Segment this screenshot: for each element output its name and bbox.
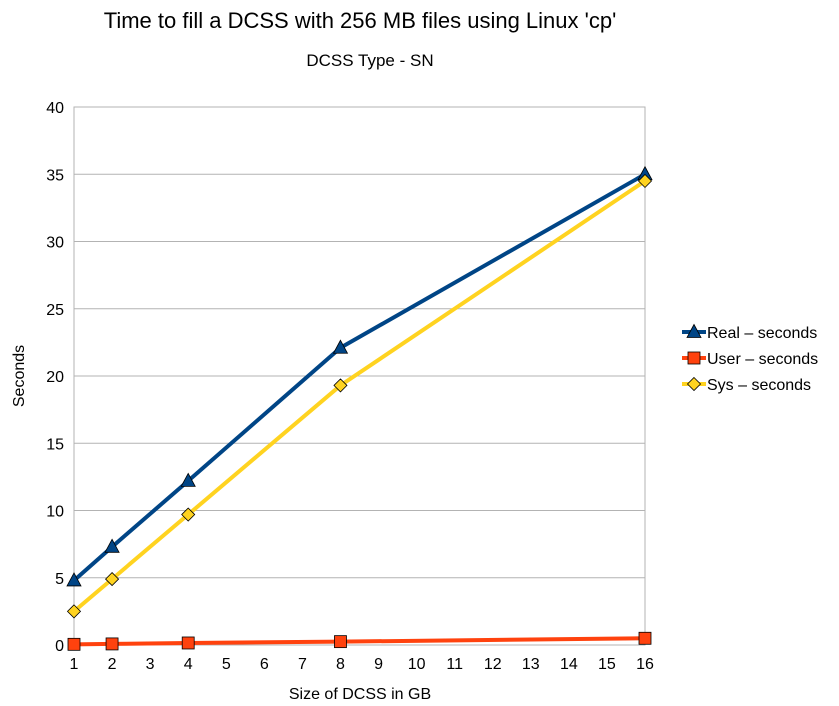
x-tick-label: 8 — [336, 656, 345, 673]
data-point-square — [105, 637, 119, 651]
x-tick-label: 14 — [560, 656, 578, 673]
data-point-square — [638, 631, 652, 645]
legend-label: Sys – seconds — [707, 377, 811, 394]
data-point-triangle — [66, 572, 82, 587]
y-tick-label: 15 — [46, 436, 64, 453]
x-axis-title: Size of DCSS in GB — [289, 686, 431, 703]
x-tick-label: 13 — [522, 656, 540, 673]
series-square — [67, 631, 652, 651]
legend-marker-diamond — [686, 376, 702, 392]
y-tick-label: 25 — [46, 302, 64, 319]
x-tick-label: 6 — [260, 656, 269, 673]
x-tick-label: 12 — [484, 656, 502, 673]
data-point-triangle — [104, 538, 120, 553]
x-tick-label: 4 — [184, 656, 193, 673]
data-point-triangle — [332, 339, 349, 354]
series-group — [66, 165, 653, 651]
legend-marker-triangle — [686, 323, 702, 338]
x-tick-label: 16 — [636, 656, 654, 673]
y-axis-tick-labels: 0 5 10 15 20 25 30 35 40 — [46, 100, 64, 655]
x-tick-label: 1 — [70, 656, 79, 673]
x-tick-label: 2 — [108, 656, 117, 673]
legend-marker-square — [687, 351, 701, 365]
x-tick-label: 10 — [408, 656, 426, 673]
series-diamond — [66, 173, 653, 619]
legend: Real – seconds User – seconds Sys – second… — [682, 323, 818, 394]
data-point-diamond — [181, 507, 196, 522]
y-tick-label: 10 — [46, 504, 64, 521]
y-tick-label: 0 — [55, 638, 64, 655]
x-tick-label: 7 — [298, 656, 307, 673]
x-tick-label: 15 — [598, 656, 616, 673]
legend-label: Real – seconds — [707, 325, 817, 342]
data-point-square — [334, 635, 347, 649]
series-triangle — [66, 165, 653, 587]
y-tick-label: 30 — [46, 235, 64, 252]
data-point-triangle — [180, 472, 196, 487]
data-point-diamond — [637, 173, 653, 189]
x-tick-label: 3 — [146, 656, 155, 673]
data-point-diamond — [105, 572, 120, 587]
legend-item: User – seconds — [682, 351, 818, 368]
data-point-square — [181, 636, 195, 650]
data-point-diamond — [66, 604, 82, 619]
chart-subtitle: DCSS Type - SN — [306, 51, 433, 70]
data-point-square — [67, 637, 81, 651]
x-tick-label: 9 — [374, 656, 383, 673]
y-axis-title: Seconds — [11, 345, 28, 407]
legend-item: Real – seconds — [682, 323, 817, 342]
chart-title: Time to fill a DCSS with 256 MB files us… — [104, 8, 617, 33]
x-tick-label: 11 — [446, 656, 463, 673]
plot-area — [73, 106, 646, 646]
x-axis-tick-labels: 1 2 3 4 5 6 7 8 9 10 11 12 13 14 15 16 — [70, 656, 654, 673]
y-tick-label: 35 — [46, 167, 64, 184]
y-tick-label: 5 — [55, 571, 64, 588]
y-tick-label: 40 — [46, 100, 64, 117]
legend-item: Sys – seconds — [682, 376, 811, 394]
legend-label: User – seconds — [707, 351, 818, 368]
data-point-diamond — [333, 378, 348, 393]
y-tick-label: 20 — [46, 369, 64, 386]
x-tick-label: 5 — [222, 656, 231, 673]
